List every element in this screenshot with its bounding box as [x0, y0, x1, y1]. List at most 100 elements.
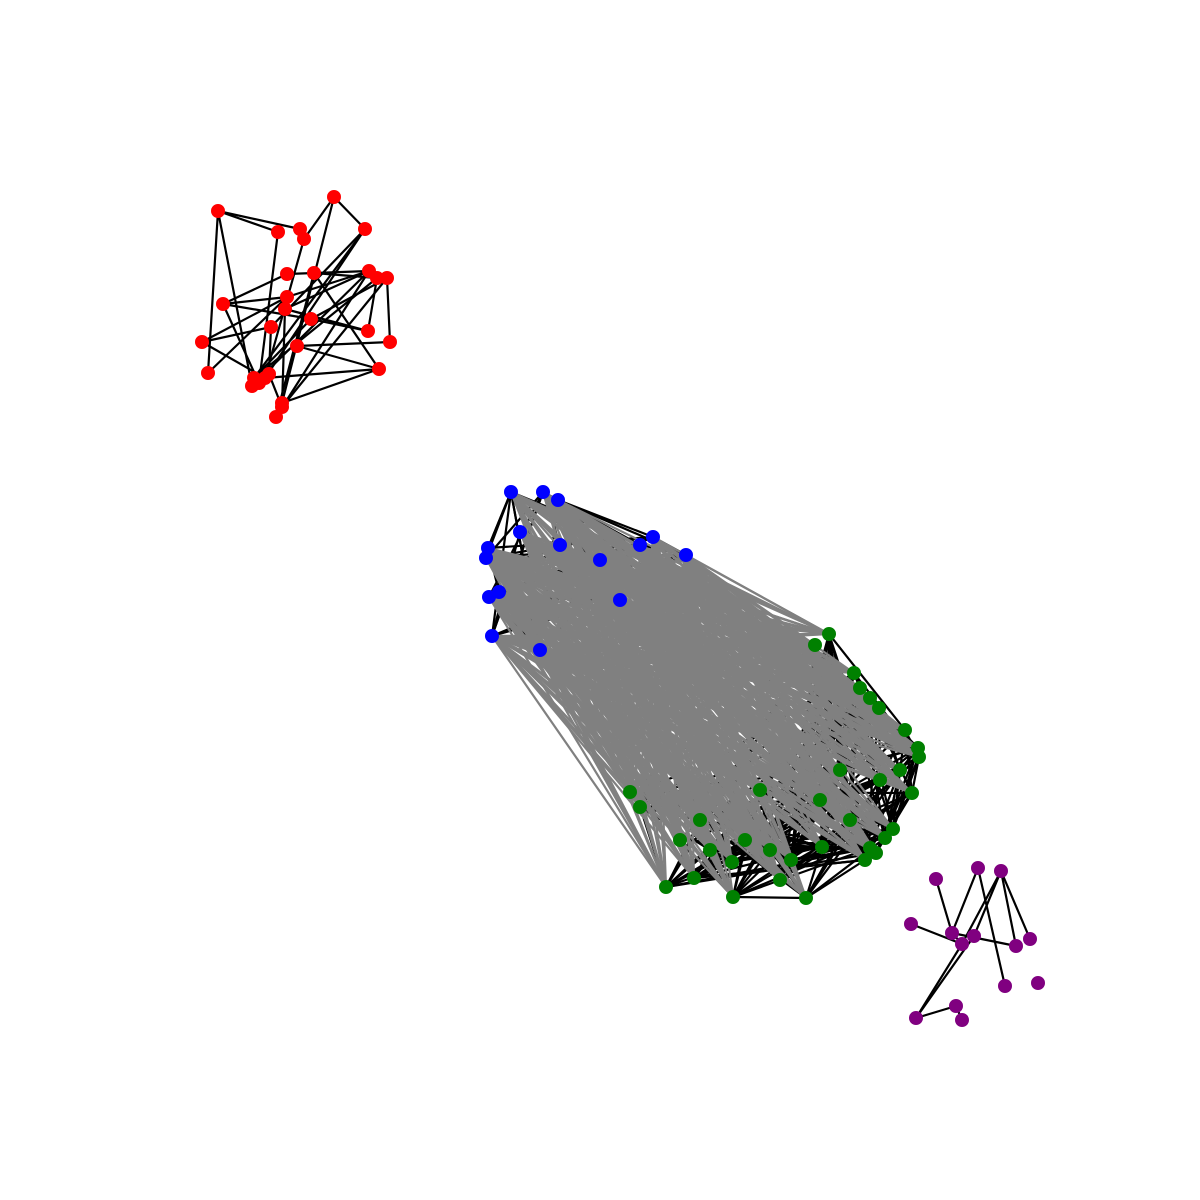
purple-edge [950, 866, 980, 935]
red-edge [280, 276, 389, 409]
red-edge [263, 367, 381, 380]
blue-node [536, 485, 550, 499]
inter-edge [618, 598, 902, 772]
green-node [898, 723, 912, 737]
red-edge [263, 227, 367, 380]
red-node [361, 324, 375, 338]
green-node [872, 701, 886, 715]
inter-edge [618, 598, 668, 889]
green-node [773, 873, 787, 887]
red-node [307, 266, 321, 280]
red-node [201, 366, 215, 380]
blue-node [482, 590, 496, 604]
green-node [808, 638, 822, 652]
purple-node [909, 1011, 923, 1025]
red-edge [200, 295, 289, 344]
red-node [278, 302, 292, 316]
purple-node [1009, 939, 1023, 953]
green-edge [804, 858, 867, 900]
blue-node [485, 629, 499, 643]
inter-edge [598, 558, 682, 842]
inter-edge [618, 598, 747, 842]
green-edge [731, 846, 872, 899]
green-node [822, 627, 836, 641]
inter-edge [638, 543, 668, 889]
inter-edge [618, 598, 867, 862]
red-node [280, 267, 294, 281]
red-edge [285, 269, 371, 299]
blue-node [533, 643, 547, 657]
inter-edge [618, 598, 831, 636]
inter-edge [618, 598, 793, 862]
green-node [843, 813, 857, 827]
red-node [380, 271, 394, 285]
green-node [858, 853, 872, 867]
green-node [799, 891, 813, 905]
red-edge [274, 269, 371, 419]
inter-community-edges [484, 490, 921, 900]
blue-node [593, 553, 607, 567]
green-edge [731, 895, 808, 900]
inter-edge [618, 598, 762, 792]
red-edge [312, 271, 381, 371]
inter-edge [618, 598, 822, 802]
purple-edge [972, 869, 1003, 938]
inter-edge [558, 543, 782, 882]
inter-edge [558, 543, 632, 794]
red-edge [252, 227, 367, 380]
red-edge [252, 317, 313, 380]
purple-node [994, 864, 1008, 878]
green-node [703, 843, 717, 857]
inter-edge [558, 543, 682, 842]
inter-edge [618, 598, 824, 849]
inter-edge [618, 598, 887, 840]
inter-edge [628, 543, 642, 794]
red-node [280, 290, 294, 304]
inter-edge [618, 598, 772, 852]
inter-edge [538, 648, 668, 889]
red-edge [332, 195, 367, 231]
inter-edge [684, 553, 902, 772]
green-node [659, 880, 673, 894]
inter-edge [618, 598, 817, 647]
inter-edge [684, 553, 856, 675]
green-node [726, 890, 740, 904]
blue-node [551, 493, 565, 507]
red-node [304, 312, 318, 326]
purple-edge [999, 869, 1032, 941]
inter-edge [618, 598, 712, 852]
red-edge [295, 344, 381, 371]
blue-node [613, 593, 627, 607]
purple-edge [909, 922, 964, 946]
red-node [290, 339, 304, 353]
green-node [813, 793, 827, 807]
green-node [738, 833, 752, 847]
red-node [271, 225, 285, 239]
blue-node [553, 538, 567, 552]
red-edge [280, 367, 381, 405]
red-edge [216, 209, 280, 234]
blue-node [633, 538, 647, 552]
purple-edge [934, 877, 954, 935]
inter-edge [651, 535, 696, 880]
green-node [912, 750, 926, 764]
blue-node [513, 525, 527, 539]
purple-node [1023, 932, 1037, 946]
green-node [753, 783, 767, 797]
inter-edge [618, 598, 895, 831]
purple-edge [950, 931, 1018, 948]
inter-edge [618, 598, 856, 675]
inter-edge [538, 648, 632, 794]
red-edge [302, 195, 336, 241]
purple-edge [999, 869, 1018, 948]
red-edge [285, 269, 371, 276]
red-edge [216, 209, 302, 231]
inter-edge [618, 598, 921, 759]
red-edge [221, 302, 261, 385]
red-node [327, 190, 341, 204]
red-edge [221, 295, 289, 306]
blue-node [646, 530, 660, 544]
red-edge [250, 269, 371, 388]
red-edge [221, 272, 289, 306]
purple-node [998, 979, 1012, 993]
